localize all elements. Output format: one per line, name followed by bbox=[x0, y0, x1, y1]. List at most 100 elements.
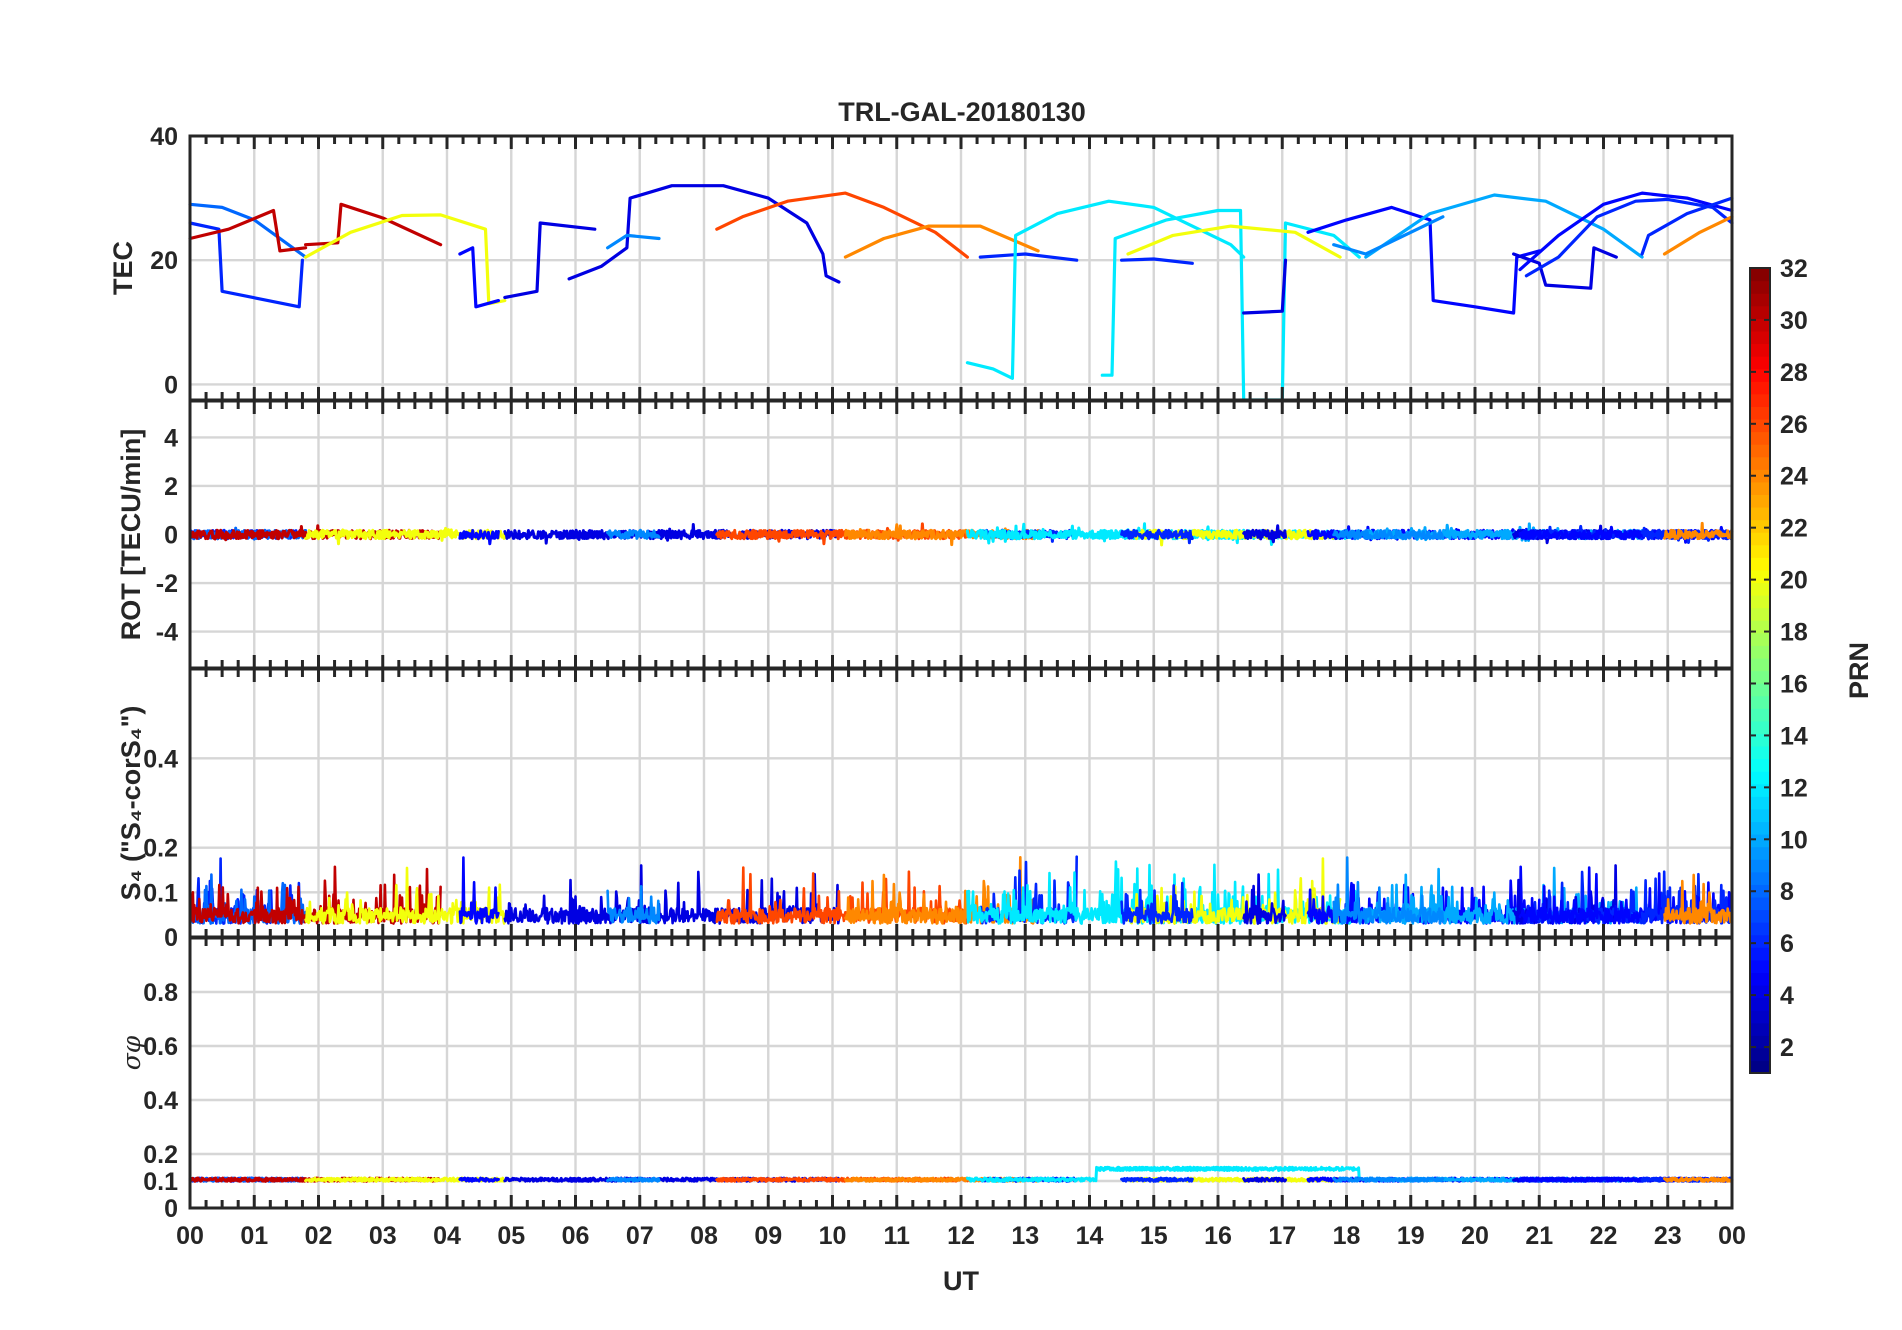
sigma_phi-series-prn-9 bbox=[1332, 1176, 1445, 1183]
x-ticks bbox=[188, 136, 1734, 400]
x-tick-label: 19 bbox=[1397, 1222, 1425, 1250]
data-layer bbox=[188, 184, 1734, 402]
s4-series-prn-24 bbox=[1663, 873, 1734, 925]
sigma_phi-series-prn-6 bbox=[1120, 1176, 1194, 1183]
colorbar-segment bbox=[1750, 444, 1770, 458]
x-tick-label: 09 bbox=[754, 1222, 782, 1250]
s4-series-prn-6 bbox=[1120, 881, 1194, 925]
colorbar-segment bbox=[1750, 632, 1770, 646]
s4-series-prn-6 bbox=[1640, 870, 1734, 925]
colorbar-segment bbox=[1750, 318, 1770, 332]
colorbar-segment bbox=[1750, 418, 1770, 433]
s4-series-prn-4 bbox=[1242, 873, 1287, 925]
sigma_phi-series-prn-9 bbox=[606, 1176, 661, 1183]
tec-series-prn-5 bbox=[458, 246, 500, 309]
colorbar-segment bbox=[1750, 519, 1770, 533]
colorbar-segment bbox=[1750, 569, 1770, 584]
colorbar-tick-label: 8 bbox=[1780, 878, 1794, 906]
colorbar-segment bbox=[1750, 808, 1770, 823]
colorbar-tick-label: 4 bbox=[1780, 982, 1794, 1010]
panel-sigma_phi: 00.10.2 0.4 0.6 0.8 σφ bbox=[117, 936, 1734, 1223]
rot-series-prn-4 bbox=[1242, 524, 1287, 544]
x-tick-label: 00 bbox=[1718, 1222, 1746, 1250]
y-tick-label: 0.4 bbox=[143, 1087, 178, 1115]
colorbar-segment bbox=[1750, 494, 1770, 508]
tec-series-prn-8 bbox=[188, 202, 308, 259]
colorbar-segment bbox=[1750, 343, 1770, 357]
colorbar-segment bbox=[1750, 293, 1770, 307]
colorbar-segment bbox=[1750, 695, 1770, 709]
sigma_phi-series-prn-24 bbox=[1663, 1176, 1734, 1183]
s4-series-prn-24 bbox=[844, 856, 1040, 925]
colorbar-tick-label: 24 bbox=[1780, 463, 1808, 491]
s4-series-prn-5 bbox=[458, 856, 500, 925]
colorbar-segment bbox=[1750, 406, 1770, 420]
x-tick-label: 10 bbox=[819, 1222, 847, 1250]
colorbar-segment bbox=[1750, 758, 1770, 772]
x-tick-label: 23 bbox=[1654, 1222, 1682, 1250]
colorbar-tick-label: 6 bbox=[1780, 930, 1794, 958]
colorbar-segment bbox=[1750, 708, 1770, 722]
colorbar-segment bbox=[1750, 393, 1770, 407]
colorbar-tick-label: 26 bbox=[1780, 411, 1808, 439]
x-tick-label: 06 bbox=[562, 1222, 590, 1250]
tec-series-prn-24 bbox=[1662, 215, 1734, 256]
colorbar-segment bbox=[1750, 657, 1770, 672]
tec-series-prn-20 bbox=[1126, 224, 1342, 259]
x-tick-label: 12 bbox=[947, 1222, 975, 1250]
colorbar-segment bbox=[1750, 620, 1770, 634]
colorbar-segment bbox=[1750, 997, 1770, 1011]
colorbar-segment bbox=[1750, 884, 1770, 898]
tec-series-prn-4 bbox=[567, 184, 841, 284]
tec-series-prn-6 bbox=[978, 252, 1079, 262]
x-tick-label: 17 bbox=[1268, 1222, 1296, 1250]
colorbar-segment bbox=[1750, 1060, 1770, 1074]
x-tick-label: 00 bbox=[176, 1222, 204, 1250]
x-ticks bbox=[188, 669, 1734, 937]
y-tick-label: 40 bbox=[150, 123, 178, 151]
colorbar-tick-label: 10 bbox=[1780, 826, 1808, 854]
x-tick-label: 05 bbox=[497, 1222, 525, 1250]
s4-series-prn-20 bbox=[1126, 857, 1342, 925]
tec-series-prn-6 bbox=[1120, 257, 1194, 265]
colorbar-segment bbox=[1750, 280, 1770, 294]
tec-series-prn-26 bbox=[715, 191, 969, 259]
colorbar-segment bbox=[1750, 607, 1770, 621]
colorbar-segment bbox=[1750, 834, 1770, 848]
chart-title: TRL-GAL-20180130 bbox=[838, 97, 1086, 127]
y-axis-label: σφ bbox=[117, 1035, 146, 1070]
tec-series-prn-6 bbox=[1640, 196, 1734, 256]
tec-series-prn-12 bbox=[1100, 208, 1361, 402]
colorbar-segment bbox=[1750, 557, 1770, 571]
tec-series-prn-4 bbox=[1242, 258, 1288, 315]
x-tick-label: 18 bbox=[1333, 1222, 1361, 1250]
colorbar-segment bbox=[1750, 356, 1770, 370]
y-tick-label: 0 bbox=[164, 522, 178, 550]
colorbar-segment bbox=[1750, 532, 1770, 546]
rot-series-prn-5 bbox=[458, 529, 500, 546]
y-tick-label: 0.8 bbox=[143, 979, 178, 1007]
panel-s4: 0 0.1 0.2 0.4S₄ ("S₄-corS₄") bbox=[116, 667, 1734, 952]
colorbar-segment bbox=[1750, 481, 1770, 496]
colorbar-segment bbox=[1750, 506, 1770, 521]
tec-series-prn-30 bbox=[304, 202, 443, 247]
colorbar-segment bbox=[1750, 934, 1770, 948]
x-ticks bbox=[188, 401, 1734, 668]
colorbar-segment bbox=[1750, 745, 1770, 760]
data-layer bbox=[188, 1165, 1734, 1183]
data-layer bbox=[188, 521, 1734, 547]
colorbar-tick-label: 28 bbox=[1780, 359, 1808, 387]
y-axis-label: ROT [TECU/min] bbox=[116, 429, 146, 640]
x-tick-label: 04 bbox=[433, 1222, 461, 1250]
colorbar-segment bbox=[1750, 1010, 1770, 1024]
x-tick-label: 15 bbox=[1140, 1222, 1168, 1250]
colorbar-segment bbox=[1750, 796, 1770, 810]
colorbar-tick-label: 2 bbox=[1780, 1034, 1794, 1062]
x-tick-label: 13 bbox=[1011, 1222, 1039, 1250]
y-tick-label: 0.2 bbox=[143, 835, 178, 863]
colorbar-segment bbox=[1750, 431, 1770, 445]
colorbar-tick-label: 30 bbox=[1780, 307, 1808, 335]
tec-series-prn-24 bbox=[843, 224, 1040, 259]
colorbar-segment bbox=[1750, 469, 1770, 483]
